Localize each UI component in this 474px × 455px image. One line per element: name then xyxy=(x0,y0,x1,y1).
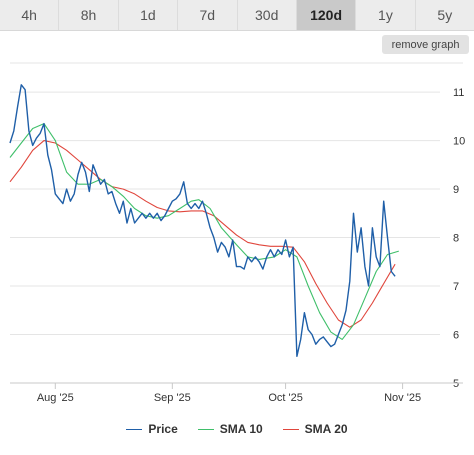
y-tick-label: 7 xyxy=(453,281,459,293)
y-tick-label: 5 xyxy=(453,378,459,390)
y-tick-label: 11 xyxy=(453,87,464,99)
legend-swatch xyxy=(126,428,143,430)
series-line-sma-10 xyxy=(9,123,399,340)
legend-item-sma-20[interactable]: SMA 20 xyxy=(282,422,348,436)
series-line-sma-20 xyxy=(9,140,396,328)
legend-item-sma-10[interactable]: SMA 10 xyxy=(197,422,263,436)
x-tick-label: Nov '25 xyxy=(384,392,421,404)
x-tick-label: Oct '25 xyxy=(268,392,303,404)
range-tab-1d[interactable]: 1d xyxy=(119,0,179,30)
legend-swatch xyxy=(197,428,214,430)
y-tick-label: 10 xyxy=(453,136,465,148)
y-tick-label: 9 xyxy=(453,184,459,196)
legend-item-price[interactable]: Price xyxy=(126,422,178,436)
range-tab-120d[interactable]: 120d xyxy=(296,0,357,30)
remove-graph-button[interactable]: remove graph xyxy=(382,35,469,54)
legend-swatch xyxy=(282,428,299,430)
y-tick-label: 8 xyxy=(453,233,459,245)
legend-label: SMA 10 xyxy=(219,422,263,436)
range-selector: 4h 8h 1d 7d 30d 120d 1y 5y xyxy=(0,0,474,31)
range-tab-1y[interactable]: 1y xyxy=(356,0,416,30)
range-tab-5y[interactable]: 5y xyxy=(437,7,453,23)
x-tick-label: Sep '25 xyxy=(154,392,191,404)
range-tab-30d[interactable]: 30d xyxy=(238,0,297,30)
range-tab-4h[interactable]: 4h xyxy=(0,0,60,30)
legend-label: Price xyxy=(148,422,178,436)
range-tab-8h[interactable]: 8h xyxy=(59,0,119,30)
x-tick-label: Aug '25 xyxy=(37,392,74,404)
y-tick-label: 6 xyxy=(453,330,459,342)
chart-legend: Price SMA 10 SMA 20 xyxy=(0,420,474,438)
series-line-price xyxy=(9,84,396,357)
legend-label: SMA 20 xyxy=(304,422,348,436)
range-tab-7d[interactable]: 7d xyxy=(178,0,238,30)
